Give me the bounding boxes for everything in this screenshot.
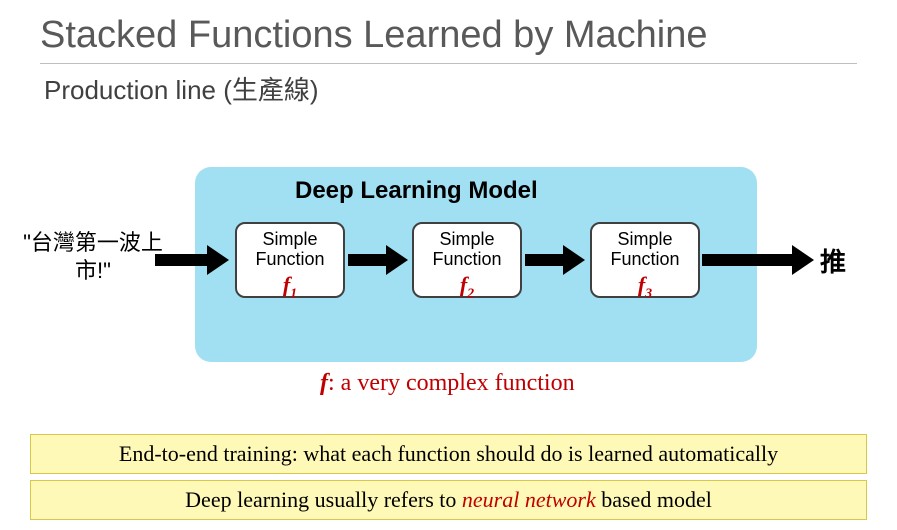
note-1: End-to-end training: what each function … — [30, 434, 867, 474]
function-box-2: SimpleFunctionf2 — [412, 222, 522, 298]
arrow-2 — [348, 249, 408, 271]
function-box-1: SimpleFunctionf1 — [235, 222, 345, 298]
note-2: Deep learning usually refers to neural n… — [30, 480, 867, 520]
function-box-3: SimpleFunctionf3 — [590, 222, 700, 298]
diagram-output-text: 推 — [820, 242, 846, 279]
arrow-1 — [155, 249, 229, 271]
title-rule — [40, 63, 857, 64]
slide-title: Stacked Functions Learned by Machine — [0, 0, 897, 63]
subtitle: Production line (生產線) — [0, 68, 897, 107]
diagram: Deep Learning Model "台灣第一波上市!" 推 SimpleF… — [0, 137, 897, 387]
arrow-4 — [702, 249, 814, 271]
complex-function-label: f: a very complex function — [320, 370, 575, 397]
model-title: Deep Learning Model — [295, 177, 538, 205]
arrow-3 — [525, 249, 585, 271]
diagram-input-text: "台灣第一波上市!" — [18, 229, 168, 284]
